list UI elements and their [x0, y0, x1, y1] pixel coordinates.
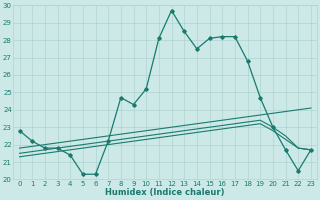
X-axis label: Humidex (Indice chaleur): Humidex (Indice chaleur): [106, 188, 225, 197]
